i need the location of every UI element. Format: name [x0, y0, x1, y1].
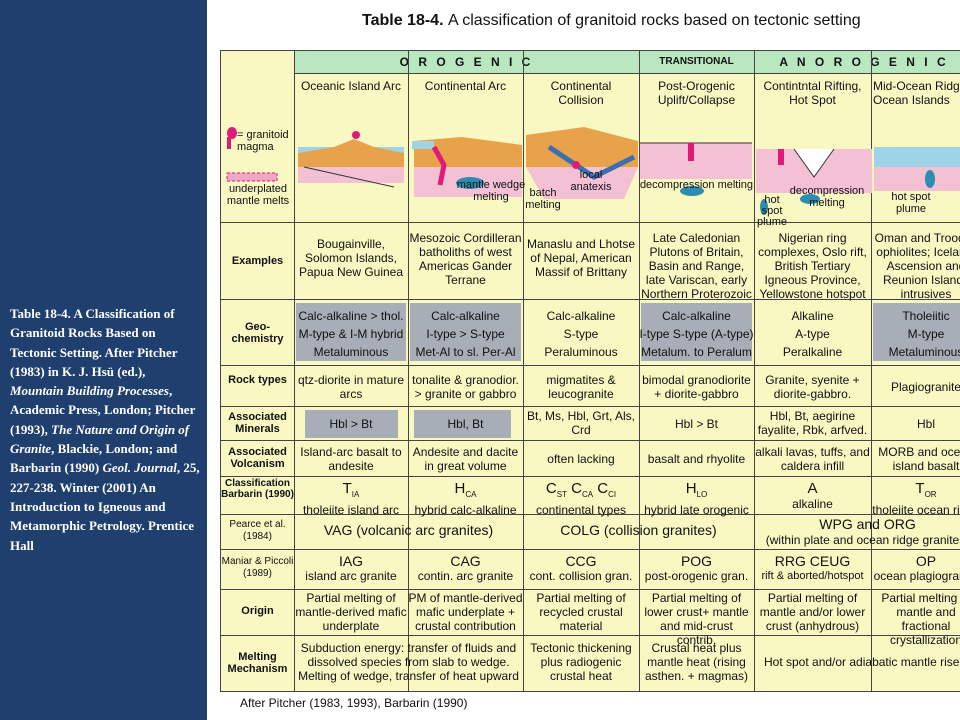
maniar-5: RRG CEUG rift & aborted/hotspot: [761, 553, 864, 582]
geochem-4: Calc-alkaline I-type S-type (A-type) Metal…: [639, 309, 754, 359]
geochem-1: Calc-alkaline > thol. M-type & I-M hybrid…: [298, 309, 404, 359]
examples-5: Nigerian ring complexes, Oslo rift, Brit…: [758, 231, 867, 301]
examples-2: Mesozoic Cordilleran batholiths of west …: [409, 231, 522, 287]
melting-subduction: Subduction energy: transfer of fluids an…: [298, 641, 519, 683]
origin-1: Partial melting of mantle-derived mafic …: [295, 591, 407, 633]
col-oceanic-arc: Oceanic Island Arc: [300, 79, 402, 93]
group-anorogenic: A N O R O G E N I C: [779, 55, 949, 69]
rock-5: Granite, syenite + diorite-gabbro.: [765, 373, 860, 401]
mineral-3: Bt, Ms, Hbl, Grt, Als, Crd: [526, 409, 636, 437]
magma-swatch: [227, 127, 237, 139]
geochem-2: Calc-alkaline I-type > S-type Met-Al to sl…: [415, 309, 516, 359]
label-decompression-5: decompression melting: [789, 185, 865, 209]
melting-crustal: Crustal heat plus mantle heat (rising as…: [644, 641, 749, 683]
label-decompression-4: decompression melting: [639, 179, 754, 191]
group-orogenic: O R O G E N I C: [399, 55, 534, 69]
origin-4: Partial melting of lower crust+ mantle a…: [644, 591, 749, 647]
mineral-2: Hbl, Bt: [447, 417, 484, 431]
col-post-orogenic: Post-Orogenic Uplift/Collapse: [657, 79, 736, 107]
underplate-swatch: [226, 172, 278, 182]
rock-6: Plagiogranite: [890, 380, 960, 394]
maniar-3: CCG cont. collision gran.: [529, 553, 633, 583]
maniar-2: CAG contin. arc granite: [417, 553, 514, 583]
group-header: O R O G E N I C TRANSITIONAL A N O R O G…: [294, 51, 960, 74]
row-label-examples: Examples: [231, 255, 284, 267]
volc-4: basalt and rhyolite: [647, 452, 746, 466]
maniar-4: POG post-orogenic gran.: [644, 553, 749, 583]
volc-5: alkali lavas, tuffs, and caldera infill: [755, 445, 870, 473]
volc-3: often lacking: [547, 452, 615, 466]
label-mantle-wedge: mantle wedge melting: [456, 179, 526, 203]
origin-5: Partial melting of mantle and/or lower c…: [759, 591, 866, 633]
rock-4: bimodal granodiorite + diorite-gabbro: [642, 373, 751, 401]
label-hotspot-6: hot spot plume: [891, 191, 931, 215]
row-label-minerals: Associated Minerals: [228, 411, 287, 435]
label-local-anatexis: local anatexis: [570, 169, 612, 193]
rock-2: tonalite & granodior. > granite or gabbr…: [412, 373, 519, 401]
mineral-4: Hbl > Bt: [674, 417, 719, 431]
mineral-6: Hbl: [916, 417, 935, 431]
col-rifting: Contintntal Rifting, Hot Spot: [763, 79, 862, 107]
melting-hotspot: Hot spot and/or adiabatic mantle rise: [764, 655, 960, 669]
legend: [223, 121, 293, 226]
volc-1: Island-arc basalt to andesite: [300, 445, 402, 473]
col-continental-collision: Continental Collision: [550, 79, 612, 107]
volc-2: Andesite and dacite in great volume: [412, 445, 519, 473]
barbarin-2: HCA hybrid calc-alkaline: [414, 480, 517, 517]
row-label-maniar: Maniar & Piccoli (1989): [221, 556, 294, 579]
pearce-vag: VAG (volcanic arc granites): [323, 522, 494, 538]
caption-panel: Table 18-4. A Classification of Granitoi…: [0, 0, 207, 720]
rock-3: migmatites & leucogranite: [546, 373, 616, 401]
barbarin-3: CST CCA CCI continental types: [535, 480, 627, 517]
geochem-6: Tholeiitic M-type Metaluminous: [888, 309, 960, 359]
mineral-1: Hbl > Bt: [329, 417, 373, 431]
pearce-colg: COLG (collision granites): [560, 522, 717, 538]
row-label-origin: Origin: [241, 605, 274, 617]
examples-1: Bougainville, Solomon Islands, Papua New…: [298, 237, 404, 279]
row-label-volcanism: Associated Volcanism: [228, 446, 287, 470]
geochem-3: Calc-alkaline S-type Peraluminous: [544, 309, 618, 359]
pearce-wpg: WPG and ORG: [819, 516, 916, 532]
group-transitional: TRANSITIONAL: [659, 56, 734, 67]
examples-3: Manaslu and Lhotse of Nepal, American Ma…: [526, 237, 636, 279]
origin-6: Partial melting of mantle and fractional…: [881, 591, 960, 647]
row-label-rocktypes: Rock types: [228, 374, 287, 386]
examples-6: Oman and Troodos ophiolites; Iceland, As…: [874, 231, 960, 301]
row-label-geochem: Geo-chemistry: [231, 321, 284, 345]
rock-1: qtz-diorite in mature arcs: [297, 373, 405, 401]
mineral-5: Hbl, Bt, aegirine fayalite, Rbk, arfved.: [757, 409, 868, 437]
row-label-barbarin: Classification Barbarin (1990): [221, 478, 294, 500]
examples-4: Late Caledonian Plutons of Britain, Basi…: [641, 231, 752, 301]
pearce-wpg-detail: (within plate and ocean ridge granites): [765, 533, 960, 547]
origin-3: Partial melting of recycled crustal mate…: [536, 591, 626, 633]
barbarin-4: HLO hybrid late orogenic: [644, 480, 749, 517]
geochem-5: Alkaline A-type Peralkaline: [782, 309, 843, 359]
origin-2: PM of mantle-derived mafic underplate + …: [408, 591, 523, 633]
classification-table: O R O G E N I C TRANSITIONAL A N O R O G…: [220, 50, 960, 692]
maniar-1: IAG island arc granite: [305, 553, 397, 583]
tectonic-diagrams: [298, 127, 960, 215]
col-mid-ocean: Mid-Ocean Ridge, Ocean Islands: [873, 79, 960, 107]
legend-magma: = granitoid magma: [237, 129, 289, 153]
legend-underplated: underplated mantle melts: [226, 183, 290, 207]
melting-tectonic: Tectonic thickening plus radiogenic crus…: [530, 641, 632, 683]
row-label-melting: Melting Mechanism: [227, 651, 288, 675]
caption-text: Table 18-4. A Classification of Granitoi…: [10, 306, 200, 553]
legend-icons: [226, 127, 278, 182]
source-credit: After Pitcher (1983, 1993), Barbarin (19…: [240, 696, 468, 710]
barbarin-1: TIA tholeiite island arc: [302, 480, 400, 517]
label-batch-melting: batch melting: [525, 187, 561, 211]
volc-6: MORB and ocean island basalt: [878, 445, 960, 473]
label-hotspot-5: hot spot plume: [757, 194, 787, 228]
row-label-pearce: Pearce et al. (1984): [229, 519, 286, 542]
page-title: Table 18-4. A classification of granitoi…: [362, 12, 861, 29]
col-continental-arc: Continental Arc: [424, 79, 507, 93]
